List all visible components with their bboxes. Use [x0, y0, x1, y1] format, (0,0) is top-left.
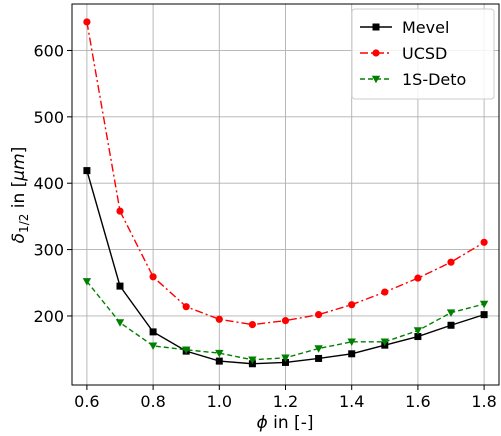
legend-box — [351, 8, 495, 100]
y-tick-label: 300 — [33, 241, 64, 260]
data-point-ucsd — [182, 303, 190, 311]
legend-marker-1s-deto — [371, 75, 381, 84]
x-tick-label: 0.8 — [140, 392, 165, 411]
data-point-mevel — [83, 167, 91, 175]
x-tick-label: 0.6 — [74, 392, 99, 411]
y-axis-label-text: in [ — [9, 181, 29, 214]
data-point-1s-deto — [446, 309, 456, 317]
data-point-mevel — [315, 354, 323, 362]
data-point-1s-deto — [248, 356, 257, 364]
data-point-ucsd — [414, 274, 422, 282]
x-axis-label-text: in [-] — [268, 413, 314, 433]
x-axis-label-variable: ϕ — [257, 413, 268, 433]
y-tick-label: 600 — [33, 41, 64, 60]
y-tick-label: 400 — [33, 174, 64, 193]
data-point-1s-deto — [215, 349, 224, 358]
series-layer — [82, 18, 489, 368]
data-point-ucsd — [248, 320, 256, 329]
y-axis-label-variable: δ — [9, 233, 29, 243]
y-axis-label-unit: μm — [9, 153, 29, 181]
x-tick-label: 1.6 — [405, 392, 430, 411]
y-tick-label: 500 — [33, 108, 64, 127]
legend-label-mevel: Mevel — [402, 18, 449, 37]
data-point-ucsd — [215, 315, 223, 323]
data-point-ucsd — [315, 311, 323, 319]
legend: Mevel UCSD 1S-Deto — [351, 8, 495, 100]
data-point-mevel — [282, 358, 289, 366]
data-point-mevel — [480, 311, 488, 319]
data-point-ucsd — [281, 317, 290, 325]
legend-label-ucsd: UCSD — [402, 44, 447, 63]
x-axis-label: ϕ in [-] — [257, 413, 314, 433]
y-axis-label-subscript: 1/2 — [17, 214, 31, 233]
data-point-mevel — [149, 328, 157, 336]
data-point-ucsd — [348, 301, 356, 309]
legend-item-ucsd: UCSD — [360, 44, 447, 63]
data-point-ucsd — [83, 18, 91, 26]
data-point-ucsd — [381, 288, 389, 296]
series-1s-deto — [82, 278, 489, 364]
data-point-1s-deto — [281, 354, 290, 362]
legend-item-mevel: Mevel — [360, 18, 449, 37]
x-tick-label: 1.4 — [339, 392, 364, 411]
data-point-ucsd — [447, 258, 455, 266]
data-point-ucsd — [116, 207, 124, 215]
legend-item-1s-deto: 1S-Deto — [360, 70, 466, 89]
x-tick-label: 1.2 — [273, 392, 298, 411]
data-point-1s-deto — [347, 338, 356, 347]
axis-ticks: 0.6 0.8 1.0 1.2 1.4 1.6 1.8 200 300 400 500 600 — [33, 41, 496, 411]
data-point-1s-deto — [115, 319, 125, 327]
data-point-1s-deto — [380, 338, 390, 347]
legend-marker-mevel — [372, 23, 380, 31]
data-point-1s-deto — [479, 300, 489, 309]
series-ucsd — [83, 18, 488, 329]
y-axis-label: δ1/2 in [μm] — [9, 147, 31, 244]
data-point-mevel — [414, 333, 422, 341]
data-point-mevel — [116, 282, 124, 290]
legend-marker-ucsd — [372, 49, 380, 57]
data-point-mevel — [447, 321, 455, 329]
data-point-1s-deto — [314, 345, 323, 353]
data-point-mevel — [215, 357, 223, 365]
data-point-1s-deto — [181, 346, 191, 355]
legend-label-1s-deto: 1S-Deto — [402, 70, 466, 89]
data-point-mevel — [348, 350, 356, 358]
x-tick-label: 1.0 — [207, 392, 232, 411]
y-tick-label: 200 — [33, 307, 64, 326]
data-point-ucsd — [480, 238, 488, 246]
data-point-1s-deto — [413, 327, 423, 335]
x-tick-label: 1.8 — [471, 392, 496, 411]
data-point-1s-deto — [82, 278, 92, 286]
y-axis-label-close: ] — [9, 147, 29, 154]
data-point-1s-deto — [148, 342, 158, 351]
data-point-ucsd — [149, 273, 157, 281]
